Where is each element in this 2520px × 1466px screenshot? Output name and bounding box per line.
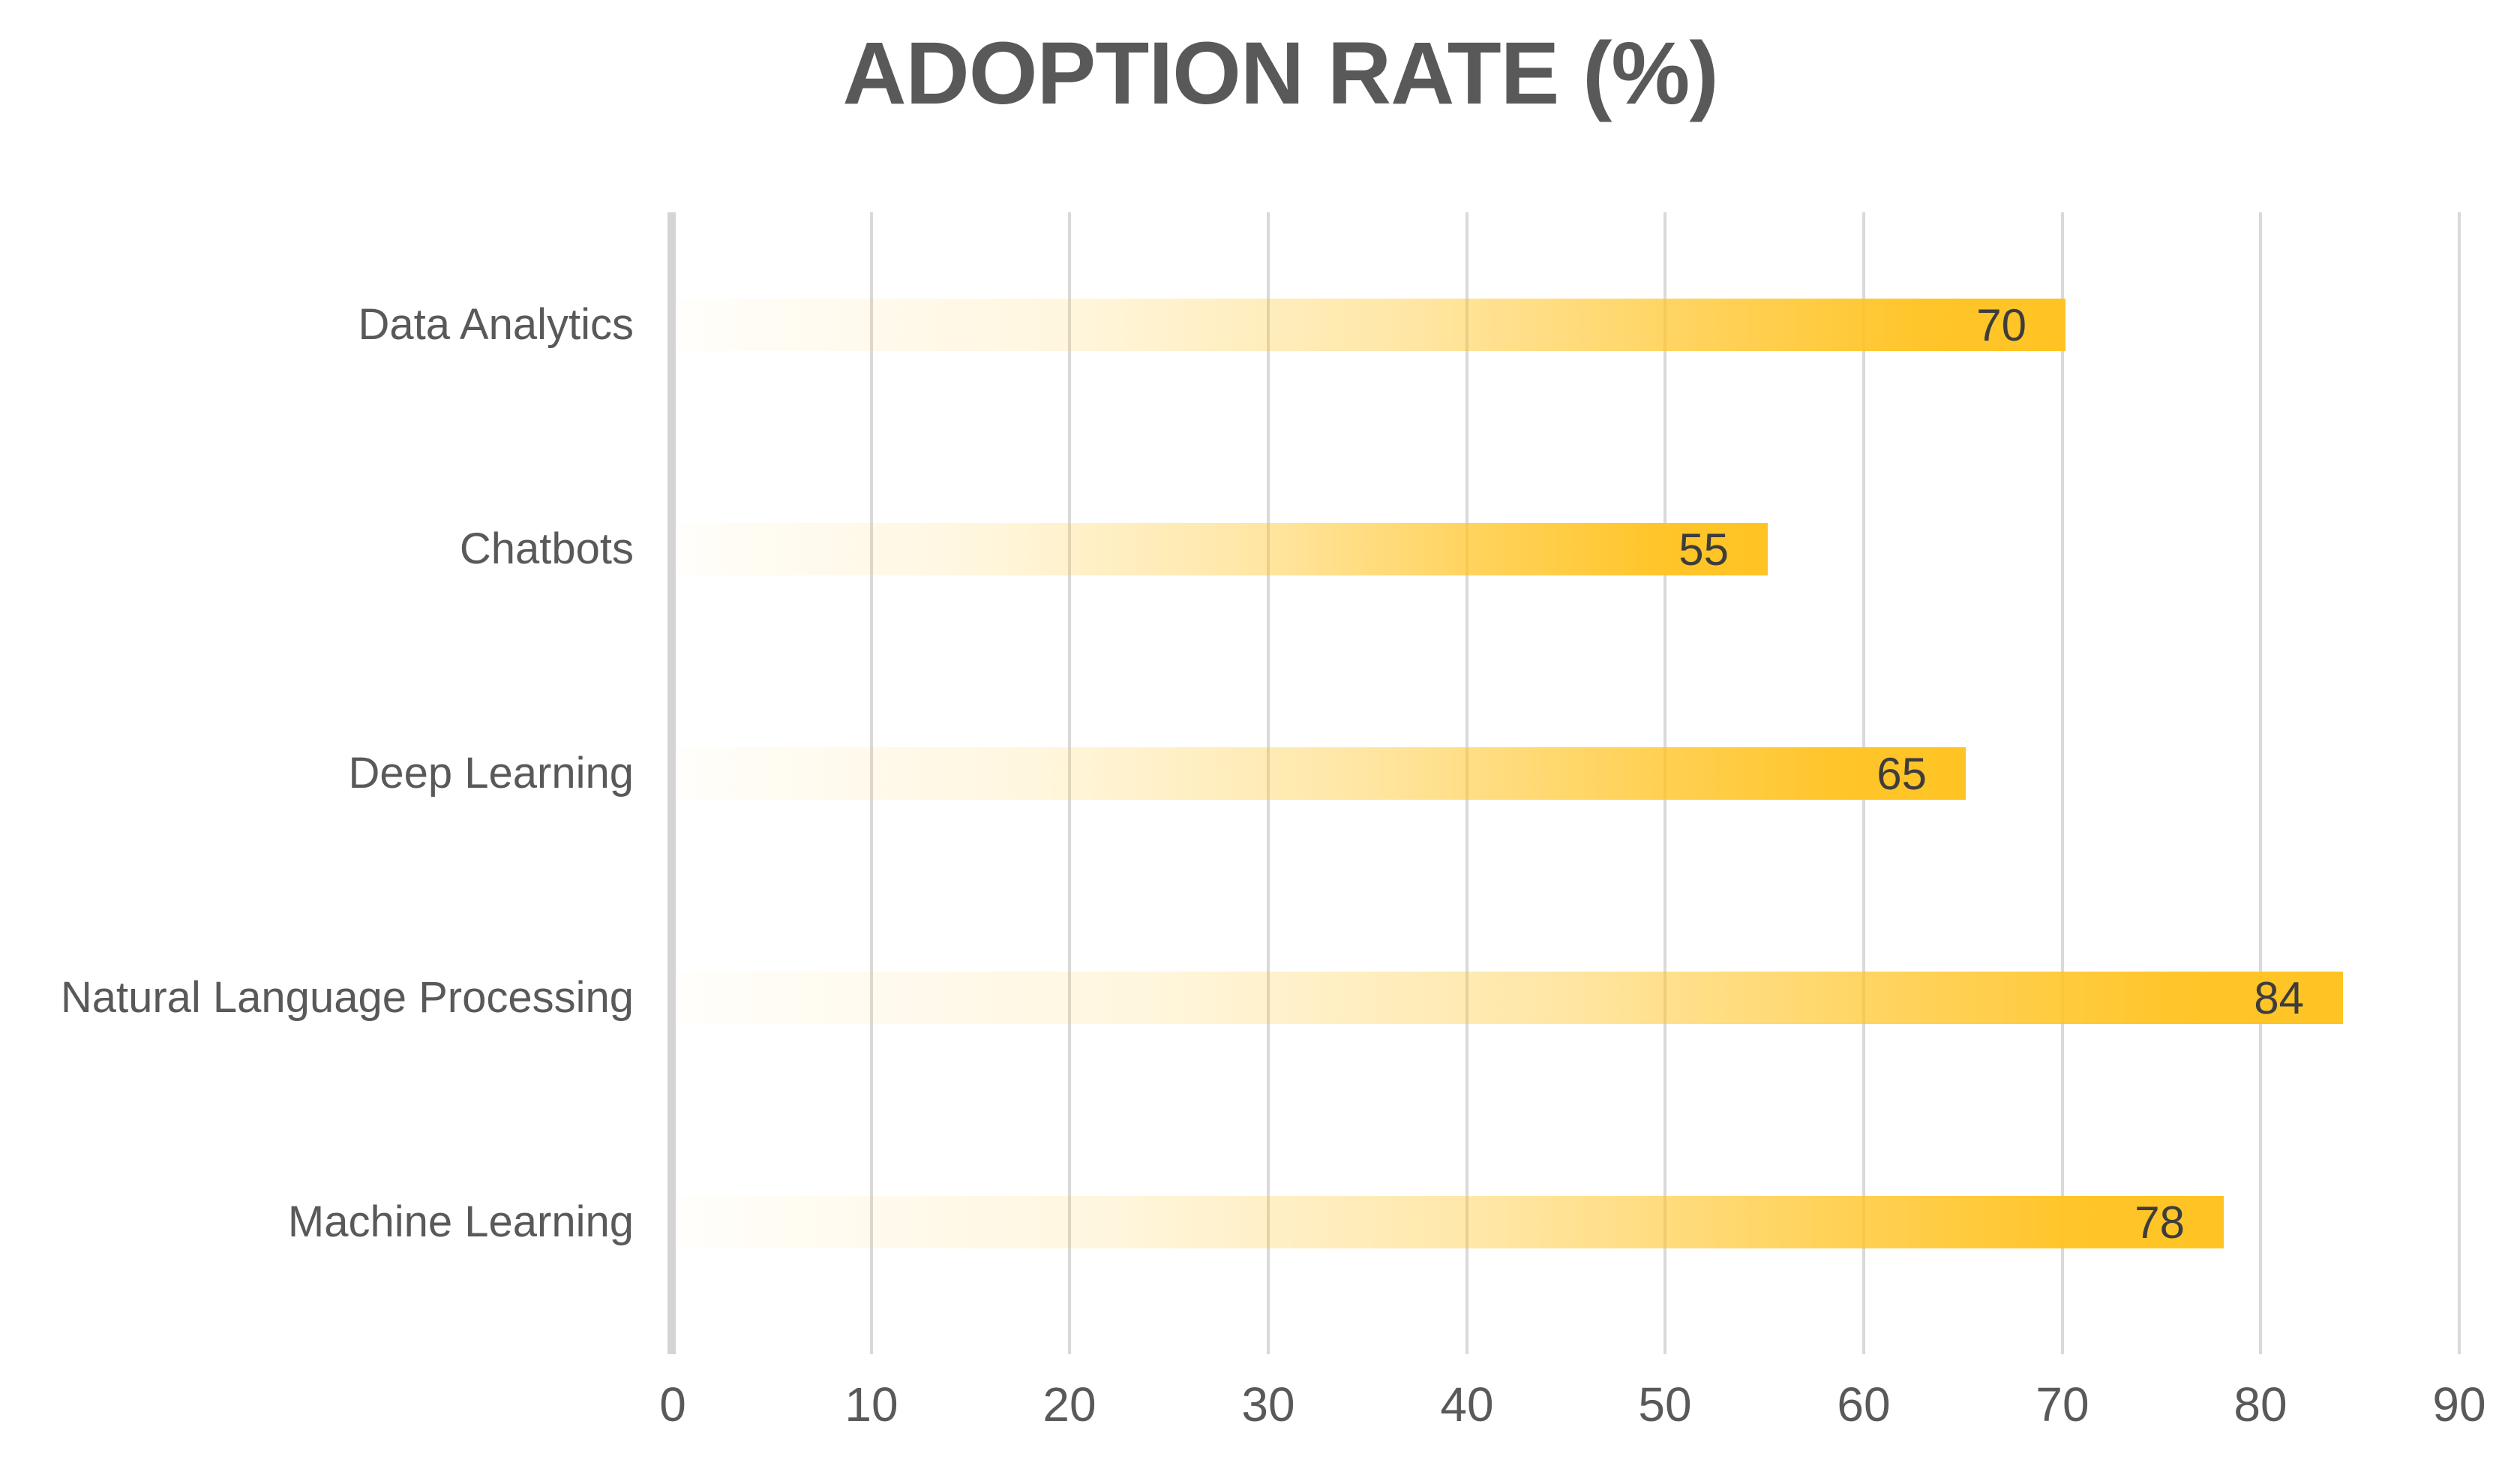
bar-data-analytics: 70 xyxy=(676,299,2066,351)
bar-value-label: 84 xyxy=(2254,973,2304,1023)
bar-value-label: 78 xyxy=(2134,1197,2185,1248)
category-label-data-analytics: Data Analytics xyxy=(358,300,634,349)
x-tick-label-30: 30 xyxy=(1241,1377,1295,1431)
x-tick-label-0: 0 xyxy=(659,1377,686,1431)
chart-title: ADOPTION RATE (%) xyxy=(842,24,1718,123)
bar-deep-learning: 65 xyxy=(676,747,1966,800)
category-label-machine-learning: Machine Learning xyxy=(287,1197,634,1246)
bar-value-label: 65 xyxy=(1876,749,1927,799)
bar-machine-learning: 78 xyxy=(676,1196,2224,1248)
x-tick-label-50: 50 xyxy=(1638,1377,1692,1431)
x-tick-label-40: 40 xyxy=(1440,1377,1494,1431)
bar-value-label: 70 xyxy=(1976,300,2026,350)
gridline-90 xyxy=(2458,212,2461,1354)
category-label-deep-learning: Deep Learning xyxy=(348,749,634,798)
category-label-chatbots: Chatbots xyxy=(459,524,634,573)
gridline-70 xyxy=(2061,212,2064,1354)
gridline-80 xyxy=(2259,212,2262,1354)
value-axis-line xyxy=(668,212,676,1354)
x-tick-label-20: 20 xyxy=(1042,1377,1096,1431)
x-tick-label-90: 90 xyxy=(2432,1377,2486,1431)
x-tick-label-70: 70 xyxy=(2036,1377,2090,1431)
bar-natural-language-processing: 84 xyxy=(676,972,2343,1024)
bar-chatbots: 55 xyxy=(676,523,1768,575)
bar-value-label: 55 xyxy=(1678,524,1729,575)
x-tick-label-80: 80 xyxy=(2234,1377,2288,1431)
x-tick-label-10: 10 xyxy=(844,1377,898,1431)
category-label-natural-language-processing: Natural Language Processing xyxy=(60,973,634,1022)
plot-area: 0 10 20 30 40 50 60 70 80 90 70 55 65 84 78 xyxy=(659,212,2486,1431)
x-tick-label-60: 60 xyxy=(1837,1377,1891,1431)
